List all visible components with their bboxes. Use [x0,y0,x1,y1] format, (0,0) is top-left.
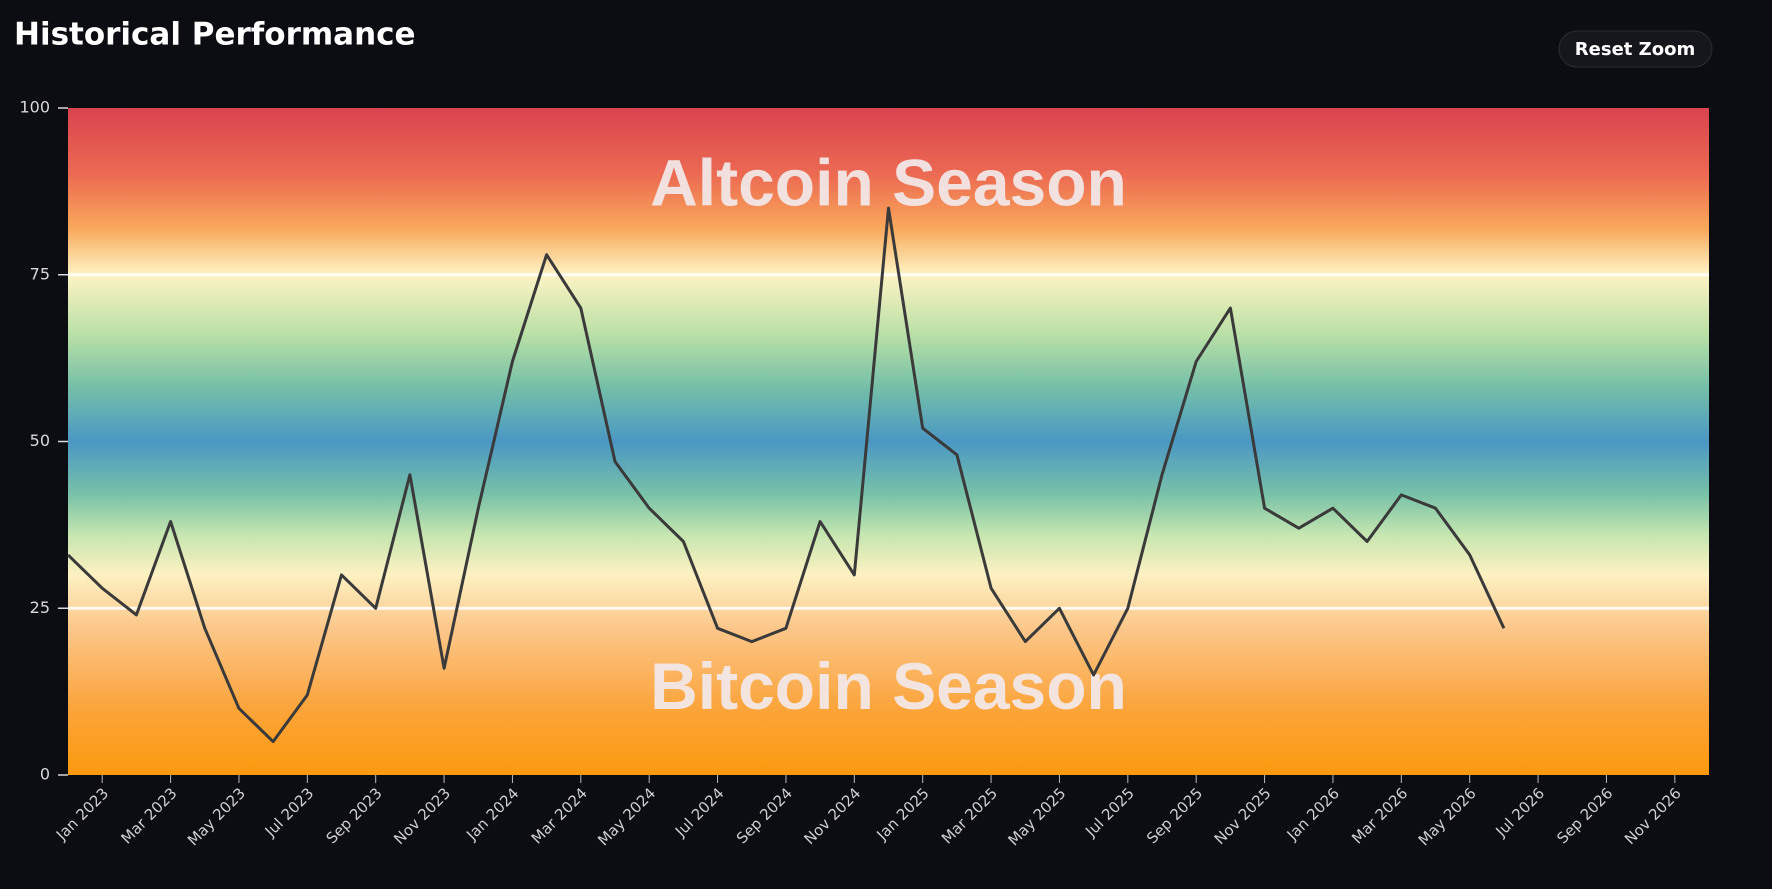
y-tick-label: 25 [30,598,50,617]
y-tick-label: 50 [30,431,50,450]
x-tick-label: Mar 2026 [1348,784,1411,847]
reset-zoom-button[interactable] [1558,30,1713,68]
series-line [66,206,1506,744]
x-tick-label: Jul 2024 [671,784,728,841]
x-tick-label: Jul 2025 [1081,784,1138,841]
reset-zoom-label[interactable]: Reset Zoom [1575,39,1695,60]
x-tick-label: Nov 2024 [801,784,865,848]
x-tick-label: Jan 2023 [52,784,112,844]
x-tick-label: Nov 2023 [390,784,454,848]
x-tick-label: Sep 2023 [323,784,386,847]
x-tick-label: Nov 2025 [1211,784,1275,848]
y-tick-label: 0 [40,765,50,784]
x-tick-label: May 2023 [184,784,249,849]
y-tick-label: 75 [30,264,50,283]
x-tick-label: May 2026 [1415,784,1480,849]
page-title: Historical Performance [14,17,416,53]
x-tick-label: Jan 2026 [1283,784,1343,844]
x-tick-label: Nov 2026 [1621,784,1685,848]
x-tick-label: May 2025 [1004,784,1069,849]
annotation: Bitcoin Season [650,649,1127,723]
x-tick-label: Sep 2025 [1143,784,1206,847]
x-tick-label: Mar 2024 [528,784,591,847]
x-tick-label: Jul 2026 [1491,784,1548,841]
x-tick-label: Sep 2026 [1553,784,1616,847]
x-tick-label: Sep 2024 [733,784,796,847]
y-tick-label: 100 [19,98,50,117]
x-tick-label: Mar 2025 [938,784,1001,847]
x-tick-label: Jan 2025 [873,784,933,844]
x-tick-label: Mar 2023 [117,784,180,847]
x-tick-label: May 2024 [594,784,659,849]
x-tick-label: Jan 2024 [462,784,522,844]
x-tick-label: Jul 2023 [261,784,318,841]
